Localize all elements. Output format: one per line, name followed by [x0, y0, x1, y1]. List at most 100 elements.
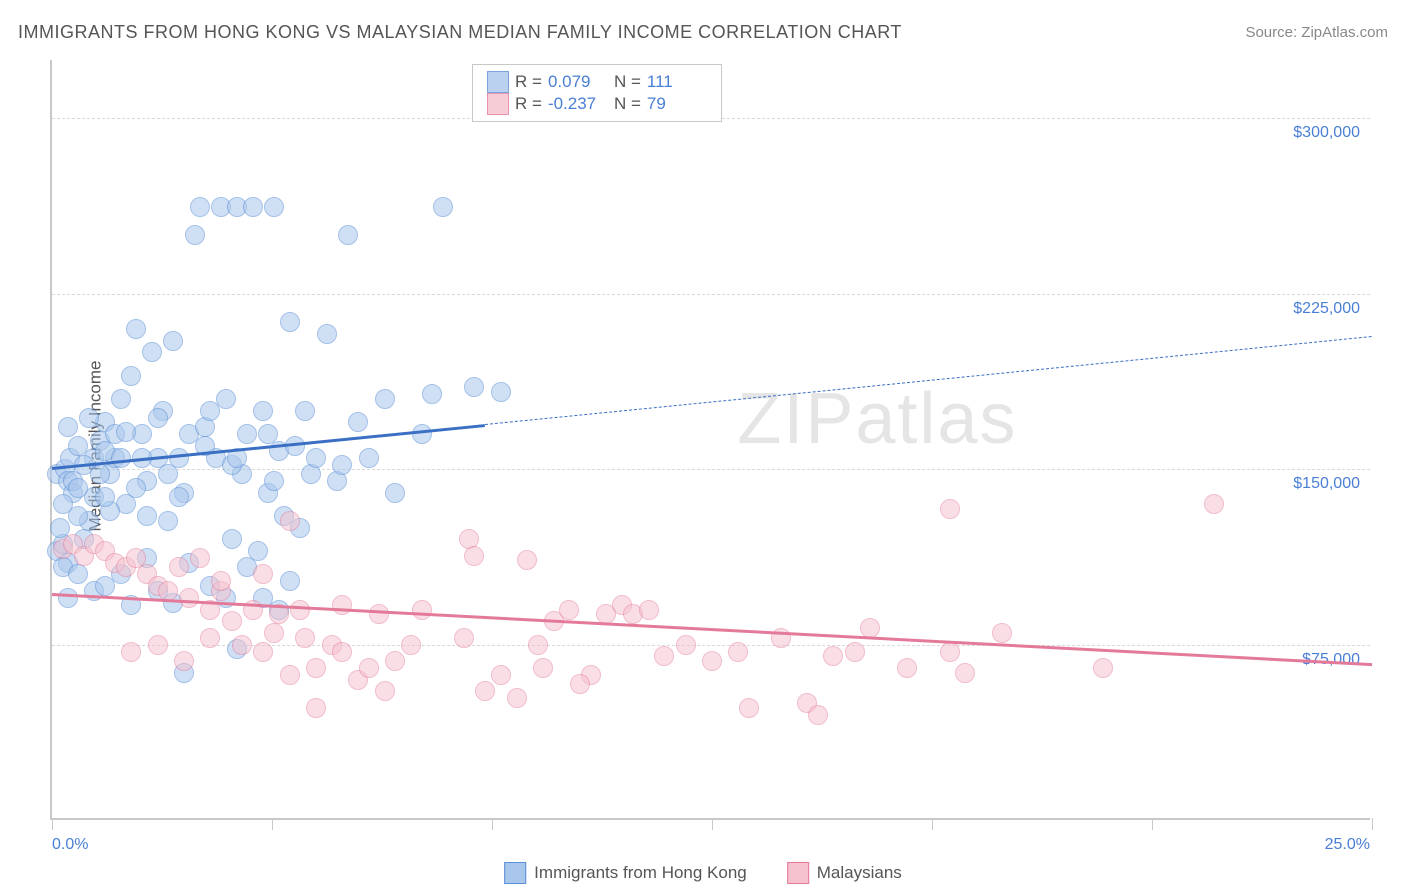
scatter-point — [90, 464, 110, 484]
scatter-point — [385, 483, 405, 503]
scatter-point — [475, 681, 495, 701]
scatter-point — [517, 550, 537, 570]
scatter-point — [295, 628, 315, 648]
scatter-point — [306, 698, 326, 718]
x-tick — [272, 818, 273, 830]
scatter-point — [185, 225, 205, 245]
scatter-point — [955, 663, 975, 683]
scatter-point — [79, 408, 99, 428]
scatter-point — [174, 651, 194, 671]
scatter-point — [369, 604, 389, 624]
scatter-point — [148, 635, 168, 655]
scatter-point — [375, 389, 395, 409]
scatter-point — [491, 665, 511, 685]
scatter-point — [142, 342, 162, 362]
x-tick — [1152, 818, 1153, 830]
scatter-point — [280, 511, 300, 531]
scatter-point — [897, 658, 917, 678]
scatter-point — [216, 389, 236, 409]
scatter-point — [169, 487, 189, 507]
scatter-point — [121, 642, 141, 662]
scatter-point — [654, 646, 674, 666]
gridline — [52, 294, 1370, 295]
scatter-point — [280, 665, 300, 685]
bottom-legend: Immigrants from Hong Kong Malaysians — [504, 862, 902, 884]
scatter-point — [111, 448, 131, 468]
legend-label-0: Immigrants from Hong Kong — [534, 863, 747, 883]
x-tick — [1372, 818, 1373, 830]
scatter-point — [533, 658, 553, 678]
scatter-point — [639, 600, 659, 620]
scatter-point — [68, 506, 88, 526]
scatter-point — [264, 623, 284, 643]
legend-item-series-1: Malaysians — [787, 862, 902, 884]
legend-item-series-0: Immigrants from Hong Kong — [504, 862, 747, 884]
scatter-point — [412, 424, 432, 444]
r-value: -0.237 — [548, 94, 608, 114]
x-tick — [52, 818, 53, 830]
scatter-point — [232, 635, 252, 655]
trend-line — [485, 336, 1372, 425]
scatter-point — [237, 424, 257, 444]
r-value: 0.079 — [548, 72, 608, 92]
scatter-point — [58, 417, 78, 437]
scatter-point — [739, 698, 759, 718]
scatter-point — [570, 674, 590, 694]
scatter-point — [528, 635, 548, 655]
scatter-point — [264, 471, 284, 491]
watermark: ZIPatlas — [737, 378, 1017, 460]
scatter-point — [401, 635, 421, 655]
scatter-point — [702, 651, 722, 671]
scatter-point — [211, 571, 231, 591]
stats-legend-row: R = 0.079 N = 111 — [487, 71, 707, 93]
x-label-left: 0.0% — [52, 836, 88, 854]
scatter-point — [433, 197, 453, 217]
scatter-point — [338, 225, 358, 245]
scatter-point — [169, 557, 189, 577]
stats-swatch — [487, 71, 509, 93]
scatter-point — [68, 564, 88, 584]
scatter-point — [53, 494, 73, 514]
scatter-point — [126, 478, 146, 498]
scatter-point — [111, 389, 131, 409]
scatter-point — [163, 331, 183, 351]
scatter-point — [243, 197, 263, 217]
plot-area: ZIPatlas $75,000$150,000$225,000$300,000… — [50, 60, 1370, 820]
scatter-point — [332, 455, 352, 475]
legend-label-1: Malaysians — [817, 863, 902, 883]
scatter-point — [348, 412, 368, 432]
scatter-point — [158, 464, 178, 484]
scatter-point — [179, 588, 199, 608]
scatter-point — [808, 705, 828, 725]
x-tick — [712, 818, 713, 830]
scatter-point — [940, 499, 960, 519]
scatter-point — [359, 448, 379, 468]
scatter-point — [332, 642, 352, 662]
x-label-right: 25.0% — [1325, 836, 1370, 854]
x-tick — [932, 818, 933, 830]
scatter-point — [359, 658, 379, 678]
stats-legend: R = 0.079 N = 111 R = -0.237 N = 79 — [472, 64, 722, 122]
scatter-point — [559, 600, 579, 620]
chart-title: IMMIGRANTS FROM HONG KONG VS MALAYSIAN M… — [18, 22, 902, 43]
scatter-point — [68, 478, 88, 498]
scatter-point — [280, 312, 300, 332]
stats-swatch — [487, 93, 509, 115]
scatter-point — [454, 628, 474, 648]
scatter-point — [253, 564, 273, 584]
scatter-point — [253, 401, 273, 421]
scatter-point — [676, 635, 696, 655]
scatter-point — [190, 197, 210, 217]
scatter-point — [222, 529, 242, 549]
y-tick-label: $225,000 — [1293, 300, 1360, 318]
scatter-point — [464, 377, 484, 397]
scatter-point — [137, 506, 157, 526]
scatter-point — [126, 319, 146, 339]
scatter-point — [258, 424, 278, 444]
scatter-point — [295, 401, 315, 421]
scatter-point — [845, 642, 865, 662]
scatter-point — [253, 642, 273, 662]
scatter-point — [148, 408, 168, 428]
source-label: Source: ZipAtlas.com — [1245, 24, 1388, 41]
scatter-point — [121, 366, 141, 386]
